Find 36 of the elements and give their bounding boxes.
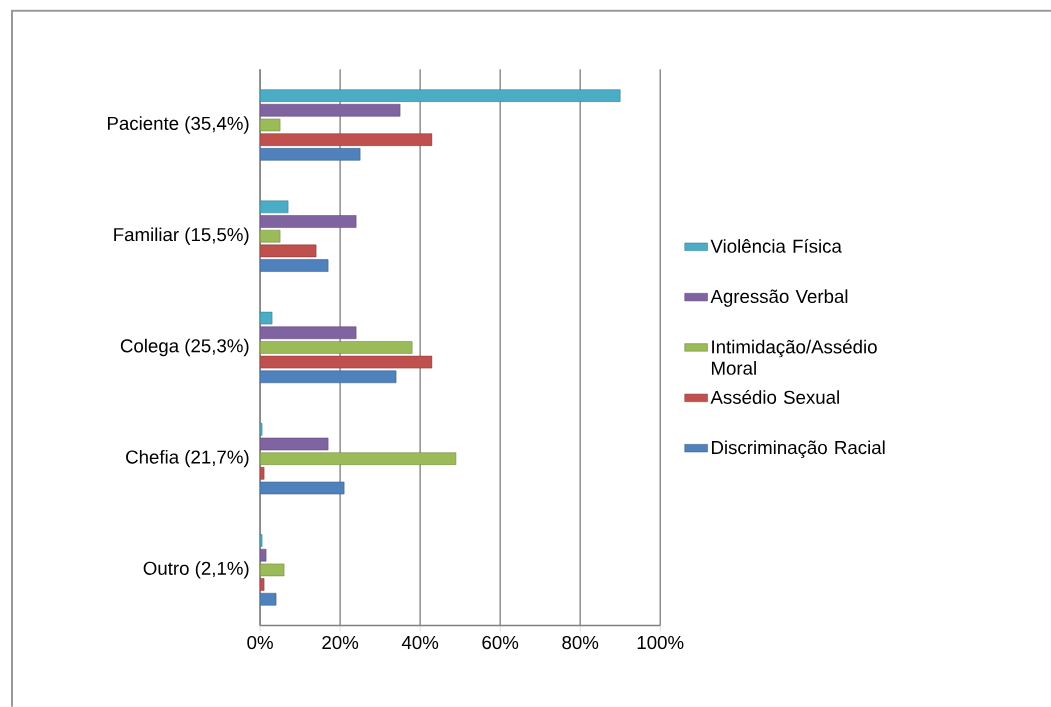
bar <box>260 118 281 132</box>
bar <box>260 244 317 258</box>
x-tick-label: 40% <box>401 635 439 650</box>
x-tick-label: 80% <box>562 635 599 650</box>
bar <box>260 311 273 325</box>
legend-label: Discriminação Racial <box>711 440 885 458</box>
y-tick-label: Outro (2,1%) <box>143 561 249 579</box>
bar <box>260 534 263 547</box>
y-tick-label: Chefia (21,7%) <box>126 450 249 468</box>
bar <box>260 326 357 340</box>
bar <box>260 133 433 146</box>
legend-label: Violência Física <box>710 238 842 253</box>
legend-label: Agressão Verbal <box>710 289 848 307</box>
bar <box>260 452 457 466</box>
bar <box>260 370 397 384</box>
y-tick-label: Familiar (15,5%) <box>114 227 249 245</box>
bar <box>260 215 357 228</box>
bar <box>260 89 621 102</box>
bar <box>260 423 263 436</box>
legend-label: Assédio Sexual <box>710 390 839 404</box>
x-tick-label: 60% <box>482 635 519 650</box>
bar <box>260 104 401 117</box>
x-tick-label: 100% <box>637 635 684 650</box>
legend-label: Intimidação/Assédio Moral <box>711 339 877 375</box>
x-tick-label: 0% <box>247 635 273 650</box>
bar <box>260 148 361 161</box>
bar <box>260 355 433 369</box>
x-tick-label: 20% <box>322 635 359 650</box>
bar <box>260 230 281 243</box>
bar <box>260 578 265 591</box>
y-tick-label: Paciente (35,4%) <box>107 116 249 134</box>
bar <box>260 563 285 577</box>
bar <box>260 200 289 214</box>
bar <box>260 467 265 480</box>
bar <box>260 341 413 354</box>
y-tick-label: Colega (25,3%) <box>120 338 249 357</box>
